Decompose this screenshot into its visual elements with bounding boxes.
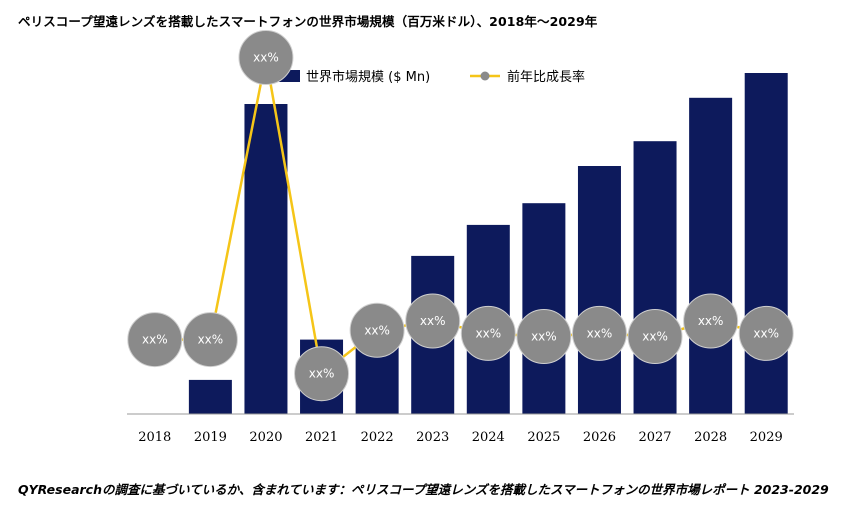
x-tick-2024: 2024: [472, 430, 505, 445]
growth-label-2023: xx%: [420, 314, 446, 328]
x-tick-2020: 2020: [249, 430, 282, 445]
growth-point-2022: [349, 302, 405, 358]
growth-point-2027: [627, 309, 683, 364]
bar-2020: [244, 104, 288, 414]
x-tick-2027: 2027: [638, 430, 671, 445]
x-tick-2028: 2028: [694, 430, 727, 445]
growth-label-2029: xx%: [753, 326, 779, 340]
x-tick-2029: 2029: [750, 430, 783, 445]
growth-point-2029: [738, 305, 794, 361]
growth-markers: xx% xx% xx% xx% xx% xx% xx% xx% xx% xx% xx% xx%: [127, 30, 794, 402]
growth-label-2026: xx%: [587, 326, 613, 340]
legend: 世界市場規模 ($ Mn) 前年比成長率: [278, 69, 585, 85]
chart-title: ペリスコープ望遠レンズを搭載したスマートフォンの世界市場規模（百万米ドル）、20…: [18, 14, 598, 29]
growth-label-2020: xx%: [253, 51, 279, 65]
growth-label-2024: xx%: [475, 326, 501, 340]
growth-label-2025: xx%: [531, 330, 557, 344]
growth-point-2019: [182, 312, 238, 368]
growth-point-2023: [405, 293, 461, 349]
bar-2027: [633, 141, 677, 414]
x-tick-2018: 2018: [138, 430, 171, 445]
growth-point-2026: [571, 305, 627, 361]
growth-point-2028: [683, 293, 739, 349]
x-tick-2021: 2021: [305, 430, 338, 445]
growth-point-2024: [460, 305, 516, 361]
x-tick-2019: 2019: [194, 430, 227, 445]
growth-point-2021: [294, 346, 350, 402]
bar-2025: [522, 203, 566, 414]
x-tick-2026: 2026: [583, 430, 616, 445]
bar-2028: [689, 97, 733, 415]
source-caption: QYResearchの調査に基づいているか、含まれています：ペリスコープ望遠レン…: [18, 482, 829, 497]
growth-label-2021: xx%: [309, 367, 335, 381]
legend-line-label: 前年比成長率: [507, 69, 585, 85]
bar-2019: [188, 379, 232, 414]
x-tick-labels: 2018 2019 2020 2021 2022 2023 2024 2025 2026 2027…: [138, 430, 783, 445]
growth-point-2025: [516, 309, 572, 364]
growth-label-2019: xx%: [198, 333, 224, 347]
legend-line-marker: [480, 71, 490, 81]
legend-bar-label: 世界市場規模 ($ Mn): [306, 69, 430, 85]
growth-label-2022: xx%: [364, 323, 390, 337]
x-tick-2023: 2023: [416, 430, 449, 445]
growth-point-2020: [238, 30, 294, 85]
growth-label-2027: xx%: [642, 330, 668, 344]
x-tick-2022: 2022: [361, 430, 394, 445]
chart: 世界市場規模 ($ Mn) 前年比成長率 2018 2019 2020 2021 202…: [127, 30, 794, 445]
growth-point-2018: [127, 312, 183, 368]
x-tick-2025: 2025: [527, 430, 560, 445]
growth-label-2028: xx%: [698, 314, 724, 328]
bar-2029: [744, 73, 788, 414]
growth-label-2018: xx%: [142, 333, 168, 347]
bar-2026: [577, 166, 621, 414]
